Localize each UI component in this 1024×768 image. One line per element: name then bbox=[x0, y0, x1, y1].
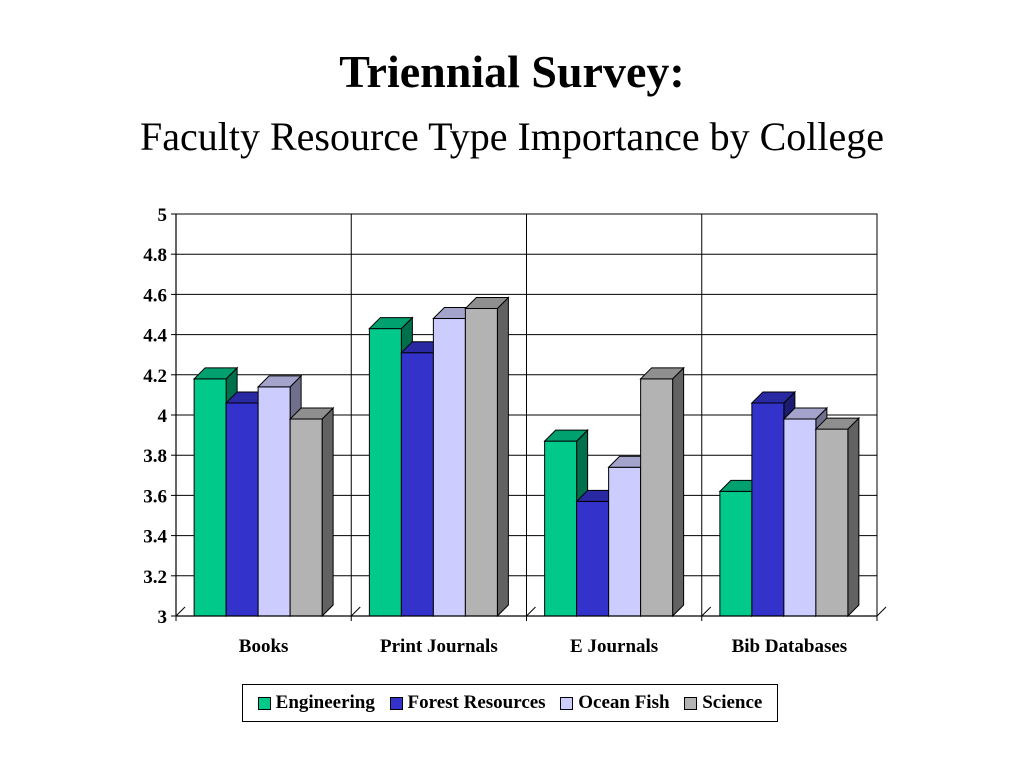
bar-front bbox=[640, 378, 674, 617]
x-floor-mark bbox=[526, 606, 536, 617]
legend-swatch bbox=[257, 696, 271, 710]
chart-subtitle: Faculty Resource Type Importance by Coll… bbox=[139, 114, 885, 159]
bar-front bbox=[432, 318, 466, 617]
bar-front bbox=[257, 386, 291, 617]
bar-front bbox=[368, 328, 402, 617]
y-tick-label: 4.4 bbox=[143, 326, 167, 347]
bar-front bbox=[815, 428, 849, 617]
legend-item: Forest Resources bbox=[389, 692, 546, 714]
x-tick-label: Books bbox=[239, 636, 289, 657]
legend-item: Science bbox=[684, 692, 762, 714]
bar-front bbox=[225, 402, 259, 617]
legend-swatch bbox=[560, 696, 574, 710]
legend-label: Engineering bbox=[275, 692, 375, 713]
axis-layer: 3 3.2 3.4 3.6 3.8 4 4.2 4.4 4.6 4.8 5 Books Print Jo… bbox=[143, 205, 887, 657]
y-tick-label: 4.2 bbox=[143, 366, 167, 387]
legend-label: Science bbox=[702, 692, 763, 713]
y-tick-label: 4.8 bbox=[143, 245, 167, 266]
bar-top bbox=[288, 407, 335, 420]
x-floor-mark bbox=[876, 606, 887, 617]
bar-front bbox=[193, 378, 227, 617]
bar-front bbox=[576, 500, 610, 617]
chart-title: Triennial Survey: bbox=[339, 46, 685, 97]
x-tick-label: E Journals bbox=[570, 636, 658, 657]
bar-science-e-journals bbox=[639, 366, 685, 618]
y-tick-label: 3.8 bbox=[143, 446, 167, 467]
bar-side bbox=[496, 296, 509, 618]
bar-side bbox=[321, 406, 334, 618]
bar-science-bib-databases bbox=[814, 416, 861, 618]
y-tick-label: 4 bbox=[158, 406, 168, 427]
y-tick-label: 5 bbox=[158, 205, 168, 226]
bar-science-books bbox=[288, 406, 335, 618]
bars-layer bbox=[192, 296, 861, 618]
bar-front bbox=[751, 402, 785, 617]
bar-front bbox=[400, 352, 434, 617]
bar-top bbox=[543, 429, 589, 442]
legend-label: Forest Resources bbox=[407, 692, 546, 713]
bar-top bbox=[782, 407, 829, 420]
x-floor-mark bbox=[701, 606, 712, 617]
bar-front bbox=[719, 490, 753, 617]
bar-side bbox=[672, 366, 685, 618]
bar-top bbox=[256, 375, 303, 388]
bar-front bbox=[289, 418, 323, 617]
legend: Engineering Forest Resources Ocean Fish Sci… bbox=[242, 684, 778, 722]
bar-front bbox=[544, 440, 578, 617]
x-tick-label: Bib Databases bbox=[732, 636, 848, 657]
bar-top bbox=[814, 417, 861, 430]
x-floor-mark bbox=[175, 606, 186, 617]
x-floor-mark bbox=[350, 606, 361, 617]
y-tick-label: 3.2 bbox=[143, 567, 167, 588]
legend-item: Ocean Fish bbox=[560, 692, 670, 714]
bar-front bbox=[783, 418, 817, 617]
legend-swatch bbox=[389, 696, 403, 710]
bar-top bbox=[464, 296, 510, 309]
legend-swatch bbox=[684, 696, 698, 710]
y-tick-label: 3.4 bbox=[143, 527, 167, 548]
bar-top bbox=[750, 391, 797, 404]
bar-top bbox=[192, 367, 239, 380]
legend-item: Engineering bbox=[257, 692, 375, 714]
y-tick-label: 3.6 bbox=[143, 486, 167, 507]
bar-top bbox=[368, 317, 414, 330]
x-tick-label: Print Journals bbox=[380, 636, 498, 657]
bar-side bbox=[847, 416, 860, 618]
bar-science-print-journals bbox=[464, 296, 510, 618]
y-tick-label: 3 bbox=[158, 607, 168, 628]
bar-top bbox=[639, 367, 685, 380]
y-tick-label: 4.6 bbox=[143, 285, 167, 306]
legend-label: Ocean Fish bbox=[578, 692, 670, 713]
bar-front bbox=[608, 466, 642, 617]
bar-front bbox=[464, 307, 498, 617]
